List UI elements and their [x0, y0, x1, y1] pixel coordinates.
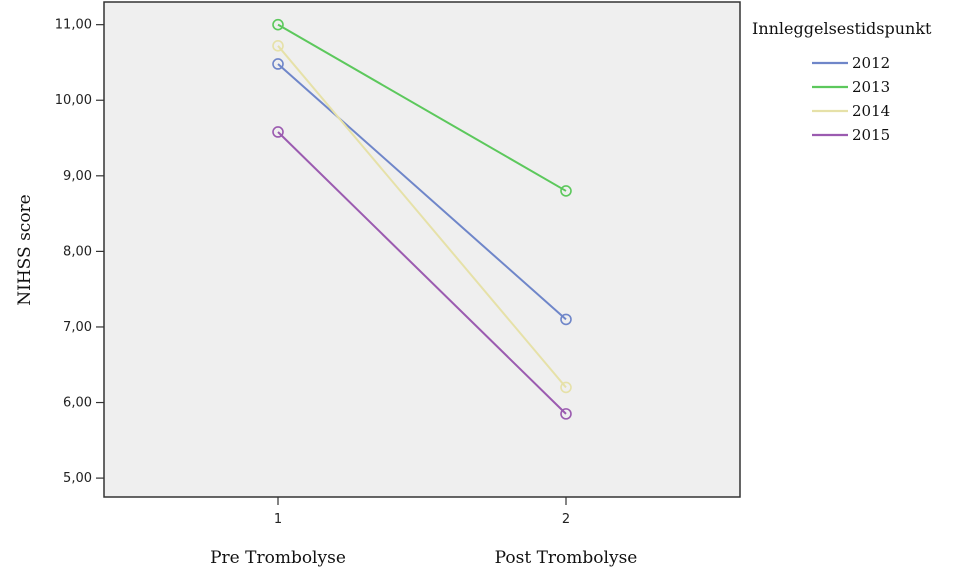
legend-label: 2013	[852, 78, 890, 96]
x-axis: 1 Pre Trombolyse 2 Post Trombolyse	[210, 497, 637, 568]
legend-label: 2012	[852, 54, 890, 72]
x-category-label: Post Trombolyse	[495, 548, 638, 568]
x-tick-label: 2	[562, 512, 570, 527]
legend-item: 2015	[812, 126, 890, 144]
y-tick-label: 7,00	[63, 320, 92, 335]
data-point	[272, 126, 284, 138]
data-point	[560, 408, 572, 420]
series-2012	[272, 58, 572, 326]
y-axis: 5,00 6,00 7,00 8,00 9,00 10,00 11,00	[55, 18, 104, 486]
y-tick-label: 8,00	[63, 244, 92, 259]
series-line	[277, 45, 567, 389]
x-category-label: Pre Trombolyse	[210, 548, 346, 568]
y-tick-label: 5,00	[63, 471, 92, 486]
data-point	[272, 18, 284, 31]
series-line	[277, 23, 567, 192]
series-layer	[272, 18, 572, 420]
x-tick-label: 1	[274, 512, 282, 527]
series-line	[277, 131, 567, 415]
legend-label: 2014	[852, 102, 890, 120]
data-point	[272, 40, 284, 52]
data-point	[272, 58, 284, 70]
legend: 2012 2013 2014 2015	[812, 54, 890, 144]
y-tick-label: 10,00	[55, 93, 92, 108]
legend-item: 2014	[812, 102, 890, 120]
data-point	[560, 313, 572, 326]
series-2013	[272, 18, 572, 197]
y-axis-title: NIHSS score	[15, 194, 35, 305]
y-tick-label: 9,00	[63, 169, 92, 184]
data-point	[560, 185, 572, 197]
legend-item: 2013	[812, 78, 890, 96]
y-tick-label: 11,00	[55, 18, 92, 33]
legend-title: Innleggelsestidspunkt	[752, 19, 932, 38]
y-tick-label: 6,00	[63, 396, 92, 411]
plot-area	[103, 1, 741, 498]
series-2015	[272, 126, 572, 420]
data-point	[560, 381, 572, 394]
legend-item: 2012	[812, 54, 890, 72]
legend-label: 2015	[852, 126, 890, 144]
series-2014	[272, 40, 572, 394]
series-line	[277, 63, 567, 321]
